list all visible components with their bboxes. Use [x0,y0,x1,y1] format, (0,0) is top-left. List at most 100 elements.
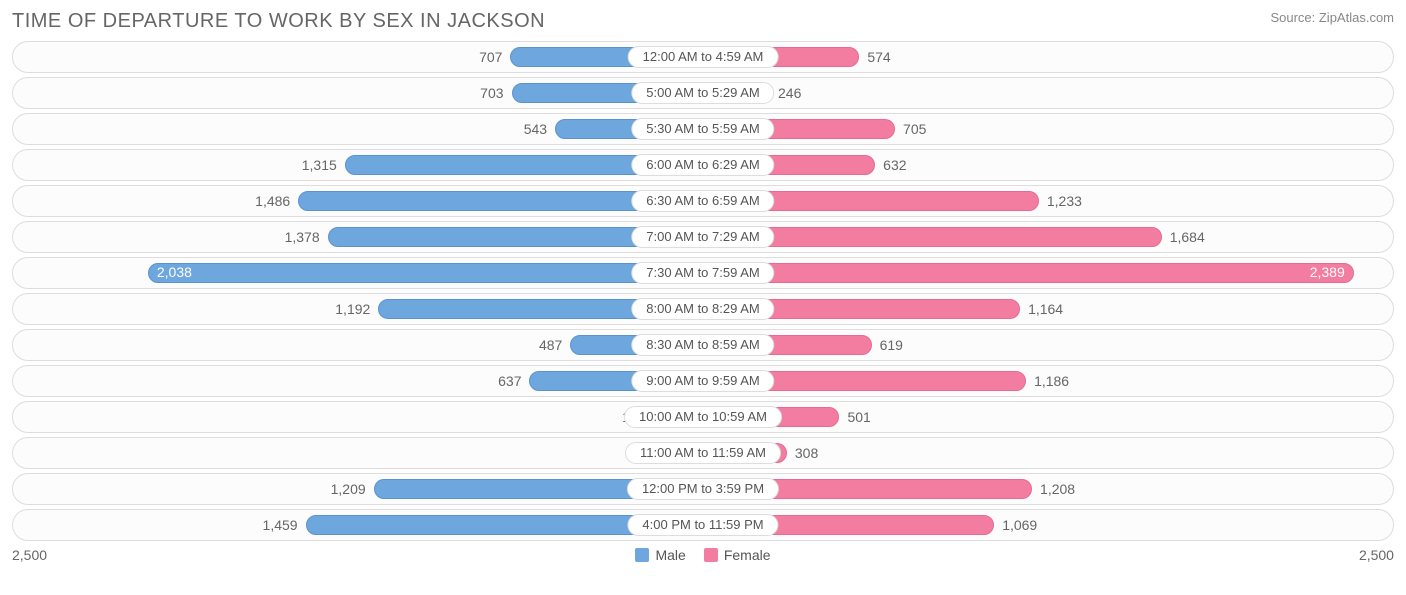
axis-max-right: 2,500 [1359,547,1394,563]
time-range-label: 6:00 AM to 6:29 AM [631,154,774,176]
male-half: 1,486 [13,186,703,216]
chart-row: 1,459 1,069 4:00 PM to 11:59 PM [12,509,1394,541]
male-value-label: 2,038 [157,264,192,280]
female-half: 1,186 [703,366,1393,396]
female-half: 1,208 [703,474,1393,504]
female-half: 1,233 [703,186,1393,216]
male-value-label: 487 [539,337,562,353]
female-half: 308 [703,438,1393,468]
female-half: 574 [703,42,1393,72]
chart-container: TIME OF DEPARTURE TO WORK BY SEX IN JACK… [0,0,1406,595]
female-half: 1,684 [703,222,1393,252]
chart-row: 107 308 11:00 AM to 11:59 AM [12,437,1394,469]
male-half: 707 [13,42,703,72]
chart-row: 1,315 632 6:00 AM to 6:29 AM [12,149,1394,181]
female-value-label: 1,186 [1034,373,1069,389]
time-range-label: 5:00 AM to 5:29 AM [631,82,774,104]
female-value-label: 632 [883,157,906,173]
male-half: 1,192 [13,294,703,324]
chart-row: 1,378 1,684 7:00 AM to 7:29 AM [12,221,1394,253]
time-range-label: 8:30 AM to 8:59 AM [631,334,774,356]
male-half: 1,209 [13,474,703,504]
male-value-label: 707 [479,49,502,65]
chart-row: 543 705 5:30 AM to 5:59 AM [12,113,1394,145]
chart-title: TIME OF DEPARTURE TO WORK BY SEX IN JACK… [12,10,545,33]
male-value-label: 1,209 [331,481,366,497]
female-half: 2,389 [703,258,1393,288]
chart-row: 1,486 1,233 6:30 AM to 6:59 AM [12,185,1394,217]
time-range-label: 7:30 AM to 7:59 AM [631,262,774,284]
male-value-label: 1,378 [285,229,320,245]
female-half: 632 [703,150,1393,180]
female-value-label: 308 [795,445,818,461]
time-range-label: 4:00 PM to 11:59 PM [627,514,778,536]
male-value-label: 703 [480,85,503,101]
female-value-label: 619 [880,337,903,353]
female-half: 1,069 [703,510,1393,540]
female-half: 246 [703,78,1393,108]
female-value-label: 246 [778,85,801,101]
female-value-label: 705 [903,121,926,137]
time-range-label: 8:00 AM to 8:29 AM [631,298,774,320]
time-range-label: 10:00 AM to 10:59 AM [624,406,782,428]
chart-row: 1,209 1,208 12:00 PM to 3:59 PM [12,473,1394,505]
female-half: 501 [703,402,1393,432]
male-half: 1,459 [13,510,703,540]
chart-row: 637 1,186 9:00 AM to 9:59 AM [12,365,1394,397]
male-half: 2,038 [13,258,703,288]
time-range-label: 9:00 AM to 9:59 AM [631,370,774,392]
chart-row: 182 501 10:00 AM to 10:59 AM [12,401,1394,433]
axis-max-left: 2,500 [12,547,47,563]
chart-rows: 707 574 12:00 AM to 4:59 AM 703 2465:00 AM t… [12,41,1394,541]
time-range-label: 11:00 AM to 11:59 AM [625,442,781,464]
female-value-label: 2,389 [1310,264,1345,280]
male-value-label: 543 [524,121,547,137]
male-half: 637 [13,366,703,396]
time-range-label: 12:00 AM to 4:59 AM [628,46,779,68]
female-bar: 2,389 [703,263,1354,283]
male-half: 543 [13,114,703,144]
chart-footer: 2,500 Male Female 2,500 [12,547,1394,563]
female-value-label: 1,069 [1002,517,1037,533]
chart-row: 707 574 12:00 AM to 4:59 AM [12,41,1394,73]
male-half: 182 [13,402,703,432]
chart-header: TIME OF DEPARTURE TO WORK BY SEX IN JACK… [12,10,1394,33]
chart-row: 1,192 1,164 8:00 AM to 8:29 AM [12,293,1394,325]
female-half: 619 [703,330,1393,360]
female-half: 705 [703,114,1393,144]
female-value-label: 1,164 [1028,301,1063,317]
male-half: 107 [13,438,703,468]
male-value-label: 1,192 [335,301,370,317]
male-value-label: 1,486 [255,193,290,209]
male-bar: 2,038 [148,263,703,283]
male-half: 1,378 [13,222,703,252]
chart-row: 2,038 2,389 7:30 AM to 7:59 AM [12,257,1394,289]
male-value-label: 1,459 [263,517,298,533]
female-value-label: 574 [867,49,890,65]
female-swatch-icon [704,548,718,562]
time-range-label: 12:00 PM to 3:59 PM [627,478,779,500]
male-half: 487 [13,330,703,360]
female-value-label: 1,208 [1040,481,1075,497]
female-value-label: 1,684 [1170,229,1205,245]
legend-male-label: Male [655,547,685,563]
legend-item-female: Female [704,547,771,563]
male-value-label: 637 [498,373,521,389]
time-range-label: 6:30 AM to 6:59 AM [631,190,774,212]
time-range-label: 7:00 AM to 7:29 AM [631,226,774,248]
male-swatch-icon [635,548,649,562]
chart-source: Source: ZipAtlas.com [1270,10,1394,25]
time-range-label: 5:30 AM to 5:59 AM [631,118,774,140]
chart-legend: Male Female [635,547,770,563]
chart-row: 703 2465:00 AM to 5:29 AM [12,77,1394,109]
female-half: 1,164 [703,294,1393,324]
legend-female-label: Female [724,547,771,563]
female-value-label: 1,233 [1047,193,1082,209]
chart-row: 487 619 8:30 AM to 8:59 AM [12,329,1394,361]
male-half: 1,315 [13,150,703,180]
female-value-label: 501 [847,409,870,425]
legend-item-male: Male [635,547,685,563]
male-half: 703 [13,78,703,108]
male-value-label: 1,315 [302,157,337,173]
male-bar-wrap: 2,038 [148,263,703,283]
